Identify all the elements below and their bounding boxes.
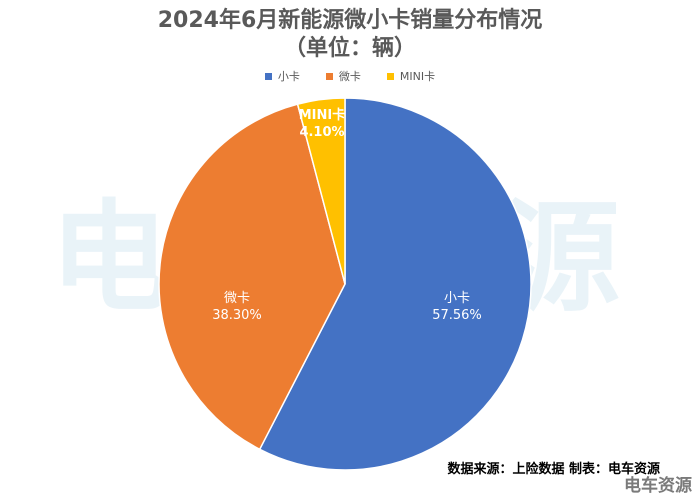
legend-swatch (325, 72, 333, 80)
legend-swatch (264, 72, 272, 80)
chart-title: 2024年6月新能源微小卡销量分布情况 (157, 8, 543, 33)
slice-value-label: 57.56% (432, 308, 482, 323)
legend-label: 小卡 (277, 70, 300, 83)
slice-label: MINI卡 (299, 107, 346, 123)
pie-slice-2 (296, 97, 346, 285)
slice-value-label: 38.30% (212, 308, 262, 323)
legend-item-xiaoka: 小卡 (264, 68, 300, 84)
legend-item-minika: MINI卡 (386, 68, 436, 84)
slice-value-label: 4.10% (299, 125, 344, 140)
legend-label: 微卡 (338, 70, 361, 83)
pie-slice-1 (158, 103, 346, 451)
chart-subtitle: （单位：辆） (283, 36, 416, 61)
slice-label: 小卡 (444, 291, 470, 306)
legend-item-weika: 微卡 (325, 68, 361, 84)
legend-swatch (386, 72, 394, 80)
legend: 小卡 微卡 MINI卡 (0, 68, 700, 84)
corner-watermark: 电车资源 (624, 476, 692, 496)
slice-label: 微卡 (224, 291, 250, 306)
legend-label: MINI卡 (399, 70, 436, 83)
pie-slice-0 (258, 97, 532, 471)
source-note: 数据来源：上险数据 制表：电车资源 (447, 462, 660, 477)
